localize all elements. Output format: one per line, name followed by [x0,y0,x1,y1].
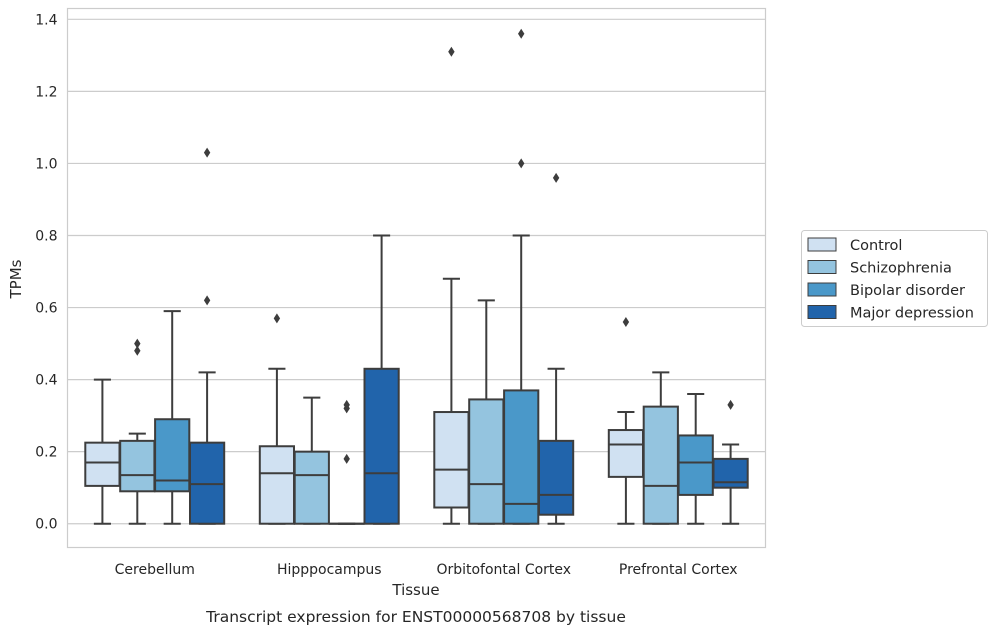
legend-label: Schizophrenia [850,261,952,277]
x-tick-label: Prefrontal Cortex [619,562,738,578]
x-tick-label: Cerebellum [115,562,195,578]
outlier-point [203,147,211,158]
legend-swatch [807,282,837,297]
y-axis-label: TPMs [7,259,25,299]
iqr-box [642,405,679,525]
box-1-0 [258,313,296,525]
box-1-3 [363,234,400,525]
legend-swatch [807,305,837,319]
outlier-point [727,399,734,410]
y-tick-label: 1.4 [35,12,57,28]
y-tick-label: 0.6 [35,301,57,317]
legend-label: Bipolar disorder [850,283,965,299]
x-tick-label: Orbitofontal Cortex [436,562,571,578]
iqr-box [84,441,121,487]
iqr-box [468,398,505,525]
legend-label: Control [850,238,902,254]
box-1-1 [293,396,330,525]
outlier-point [134,338,141,349]
box-0-3 [188,147,226,525]
plot-area-frame [66,7,767,549]
legend-swatch [807,237,837,252]
box-3-2 [677,393,714,525]
iqr-box [607,429,645,478]
iqr-box [537,439,575,516]
iqr-box [154,418,191,493]
outlier-point [552,172,560,183]
iqr-box [677,434,714,496]
outlier-point [518,28,525,39]
outlier-point [273,313,281,324]
iqr-box [712,457,749,489]
box-3-3 [712,399,749,525]
y-axis-ticks: 0.0 0.2 0.4 0.6 0.8 1.0 1.2 1.4 [35,12,57,532]
iqr-box [293,450,330,525]
box-0-1 [119,338,156,525]
outlier-point [203,295,211,306]
x-axis-ticks: Cerebellum Hipppocampus Orbitofontal Corte… [115,562,738,578]
outlier-point [518,158,525,169]
box-3-1 [642,371,679,525]
outlier-point [343,453,350,464]
y-tick-label: 1.2 [35,84,57,100]
legend-swatch [807,260,837,274]
outlier-point [622,316,630,327]
outlier-point [448,46,455,57]
y-tick-label: 0.2 [35,445,57,461]
outlier-point [343,399,350,410]
box-2-1 [468,299,505,525]
legend-label: Major depression [850,306,974,322]
iqr-box [433,411,470,509]
y-tick-label: 1.0 [35,156,57,172]
iqr-box [503,389,540,525]
outlier-point [134,345,141,356]
box-2-2 [503,28,540,525]
box-0-0 [84,378,121,525]
x-axis-label: Tissue [391,581,439,599]
box-1-2 [328,399,365,525]
iqr-box [119,439,156,493]
legend: Control Schizophrenia Bipolar disorder Majo… [801,230,988,327]
iqr-box [363,367,400,525]
box-0-2 [154,310,191,525]
iqr-box [258,445,296,525]
chart-caption: Transcript expression for ENST0000056870… [205,608,626,626]
y-tick-label: 0.8 [35,228,57,244]
box-2-0 [433,46,470,525]
y-tick-label: 0.4 [35,373,57,389]
box-3-0 [607,316,645,525]
y-tick-label: 0.0 [35,517,57,533]
x-tick-label: Hipppocampus [277,562,382,578]
box-groups [84,28,749,525]
legend-frame [801,230,988,327]
box-2-3 [537,172,575,525]
